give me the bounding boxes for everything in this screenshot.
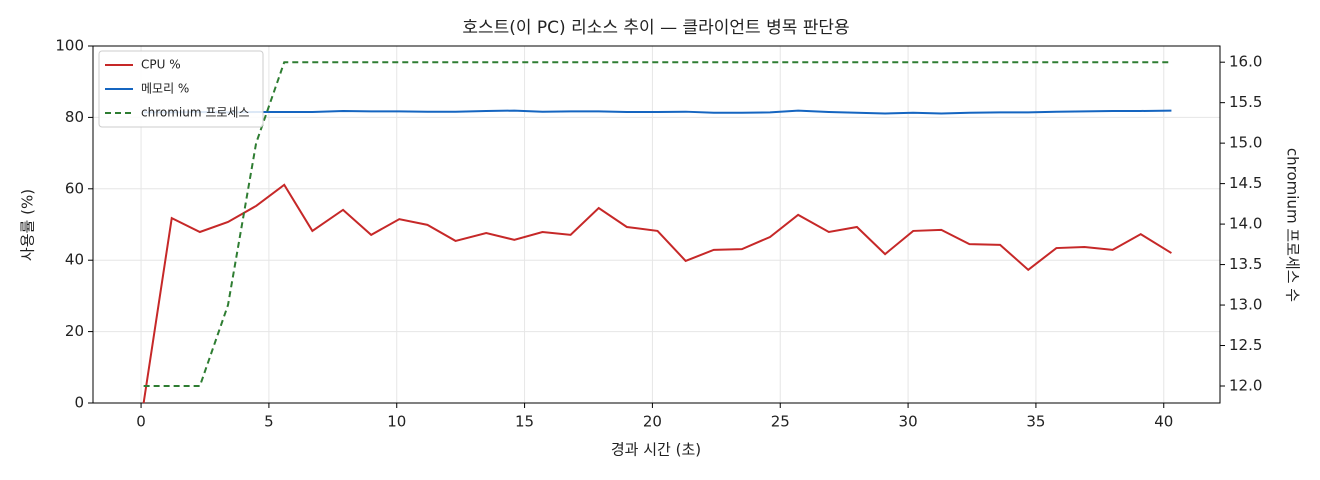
series-line bbox=[143, 109, 1172, 115]
y2-tick-label: 12.5 bbox=[1229, 336, 1262, 354]
legend: CPU % 메모리 % chromium 프로세스 bbox=[98, 50, 264, 128]
x-tick-label: 0 bbox=[136, 413, 146, 431]
y2-tick-label: 15.0 bbox=[1229, 134, 1262, 152]
series-line bbox=[143, 61, 1172, 387]
y-tick-label: 40 bbox=[65, 251, 84, 269]
y2-tick-label: 16.0 bbox=[1229, 53, 1262, 71]
legend-label: 메모리 % bbox=[141, 82, 189, 96]
x-tick-label: 10 bbox=[387, 413, 406, 431]
x-tick-label: 5 bbox=[264, 413, 274, 431]
x-tick-label: 30 bbox=[899, 413, 918, 431]
x-tick-label: 35 bbox=[1026, 413, 1045, 431]
x-tick-label: 15 bbox=[515, 413, 534, 431]
series-line bbox=[142, 183, 1172, 404]
y-tick-label: 20 bbox=[65, 322, 84, 340]
y-tick-label: 60 bbox=[65, 179, 84, 197]
y-tick-label: 0 bbox=[74, 394, 84, 412]
y-tick-label: 100 bbox=[55, 37, 84, 55]
chart-title: 호스트(이 PC) 리소스 추이 — 클라이언트 병목 판단용 bbox=[462, 18, 849, 38]
y2-tick-label: 15.5 bbox=[1229, 93, 1262, 111]
legend-label: chromium 프로세스 bbox=[141, 106, 250, 120]
y2-axis-label: chromium 프로세스 수 bbox=[1284, 148, 1302, 302]
legend-box bbox=[98, 50, 264, 128]
plot-frame bbox=[92, 45, 1221, 404]
y2-tick-label: 14.0 bbox=[1229, 215, 1262, 233]
y2-tick-label: 13.0 bbox=[1229, 296, 1262, 314]
x-tick-label: 40 bbox=[1154, 413, 1173, 431]
y-tick-label: 80 bbox=[65, 108, 84, 126]
y2-tick-label: 12.0 bbox=[1229, 377, 1262, 395]
y2-tick-label: 13.5 bbox=[1229, 255, 1262, 273]
y2-tick-label: 14.5 bbox=[1229, 174, 1262, 192]
x-tick-label: 20 bbox=[643, 413, 662, 431]
y-axis-label: 사용률 (%) bbox=[19, 189, 37, 261]
legend-label: CPU % bbox=[141, 58, 181, 72]
x-axis-label: 경과 시간 (초) bbox=[611, 441, 701, 459]
x-tick-label: 25 bbox=[771, 413, 790, 431]
